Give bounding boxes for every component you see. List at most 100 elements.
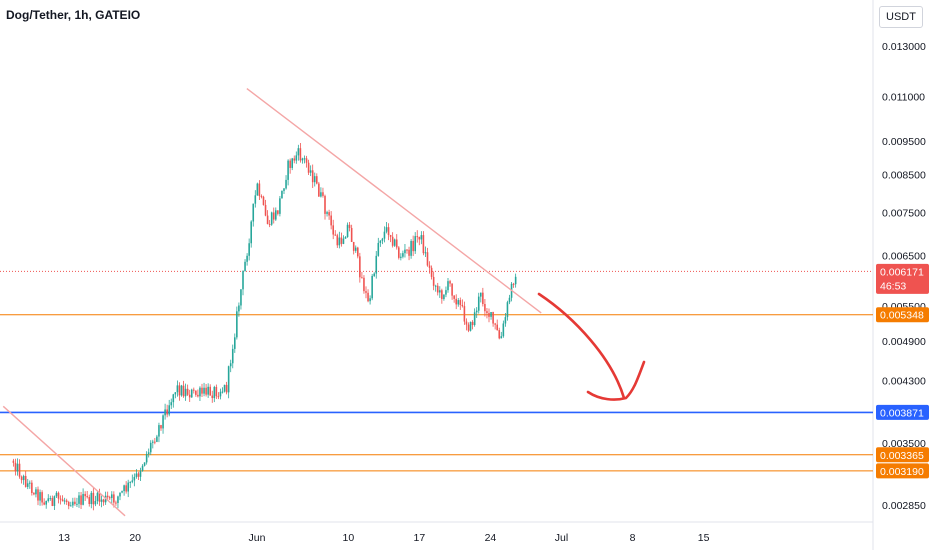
candle-body bbox=[137, 473, 140, 477]
time-tick-label: 15 bbox=[698, 532, 710, 544]
candle-body bbox=[205, 387, 207, 395]
candle-body bbox=[344, 237, 347, 239]
candle-body bbox=[115, 502, 117, 504]
candle-body bbox=[225, 384, 228, 393]
candle-body bbox=[12, 460, 15, 463]
candle-body bbox=[363, 277, 365, 292]
candle-body bbox=[289, 160, 291, 168]
price-tick-label: 0.007500 bbox=[882, 207, 926, 219]
candle-body bbox=[78, 495, 80, 504]
candle-body bbox=[238, 305, 240, 312]
candle-body bbox=[373, 273, 375, 276]
candle-body bbox=[43, 502, 45, 505]
candle-body bbox=[512, 283, 515, 285]
price-tick-label: 0.009500 bbox=[882, 136, 926, 148]
price-tick-label: 0.011000 bbox=[882, 92, 925, 104]
candle-body bbox=[174, 392, 177, 395]
candle-body bbox=[94, 501, 97, 505]
candle-body bbox=[84, 493, 86, 497]
candle-body bbox=[377, 242, 380, 256]
candle-body bbox=[428, 265, 431, 268]
candle-body bbox=[416, 236, 419, 238]
candle-body bbox=[494, 323, 496, 325]
candle-body bbox=[272, 212, 275, 220]
candle-body bbox=[111, 494, 113, 499]
candle-body bbox=[37, 489, 39, 501]
candle-body bbox=[283, 188, 285, 191]
currency-button[interactable]: USDT bbox=[879, 6, 923, 28]
drawn-arrow-shaft[interactable] bbox=[537, 292, 626, 400]
candle-body bbox=[129, 481, 132, 483]
trendline-2[interactable] bbox=[2, 405, 126, 517]
candle-body bbox=[389, 235, 392, 237]
drawn-arrow-head[interactable] bbox=[586, 360, 646, 401]
candle-body bbox=[332, 225, 334, 235]
candle-body bbox=[467, 324, 470, 331]
candle-body bbox=[262, 196, 265, 205]
candle-body bbox=[172, 394, 175, 403]
candle-body bbox=[498, 330, 501, 339]
candle-body bbox=[149, 442, 152, 453]
candle-body bbox=[229, 363, 232, 367]
candle-body bbox=[106, 495, 109, 498]
candle-body bbox=[244, 261, 246, 272]
candle-body bbox=[279, 198, 281, 214]
candle-body bbox=[14, 462, 17, 472]
candle-body bbox=[74, 501, 76, 505]
candle-body bbox=[246, 255, 248, 262]
candle-body bbox=[117, 496, 119, 503]
price-label-orange: 0.003190 bbox=[880, 466, 924, 478]
candle-body bbox=[439, 290, 441, 293]
candle-body bbox=[334, 234, 337, 236]
candle-body bbox=[303, 158, 306, 160]
candle-body bbox=[455, 298, 457, 305]
price-tick-label: 0.013000 bbox=[882, 41, 926, 53]
candle-body bbox=[316, 176, 318, 184]
candle-body bbox=[127, 482, 129, 492]
candle-body bbox=[88, 497, 91, 505]
candle-body bbox=[447, 281, 449, 291]
candle-body bbox=[24, 475, 27, 487]
candle-body bbox=[496, 324, 498, 331]
candle-body bbox=[45, 500, 47, 505]
price-label-orange-bg bbox=[876, 307, 929, 323]
candle-body bbox=[98, 492, 101, 502]
candle-body bbox=[170, 402, 173, 406]
candle-body bbox=[295, 155, 298, 161]
candle-body bbox=[113, 494, 115, 503]
candle-body bbox=[168, 405, 170, 415]
candle-body bbox=[330, 215, 332, 226]
trendline-1[interactable] bbox=[246, 87, 542, 314]
candle-body bbox=[297, 148, 300, 156]
candle-body bbox=[139, 470, 142, 477]
price-label-blue-bg bbox=[876, 404, 929, 420]
candle-body bbox=[119, 492, 121, 497]
candle-body bbox=[143, 462, 146, 466]
candle-body bbox=[240, 289, 242, 306]
candle-body bbox=[328, 212, 330, 216]
candle-body bbox=[402, 253, 404, 257]
candle-body bbox=[176, 385, 179, 393]
candle-body bbox=[80, 495, 82, 505]
candle-body bbox=[203, 387, 205, 394]
candle-body bbox=[195, 390, 197, 395]
candle-body bbox=[418, 236, 421, 240]
candle-body bbox=[311, 170, 314, 183]
candle-body bbox=[53, 496, 56, 506]
candle-body bbox=[178, 385, 181, 396]
price-label-orange-bg bbox=[876, 447, 929, 463]
candle-body bbox=[47, 498, 50, 501]
candle-body bbox=[219, 391, 222, 397]
candle-body bbox=[398, 247, 400, 258]
candle-body bbox=[100, 499, 103, 502]
candle-body bbox=[408, 249, 410, 256]
candle-body bbox=[242, 271, 244, 290]
candle-body bbox=[260, 196, 263, 198]
candle-body bbox=[35, 489, 37, 495]
candle-body bbox=[133, 476, 136, 481]
candle-body bbox=[301, 158, 304, 161]
candle-body bbox=[154, 441, 156, 443]
candle-body bbox=[404, 249, 406, 254]
